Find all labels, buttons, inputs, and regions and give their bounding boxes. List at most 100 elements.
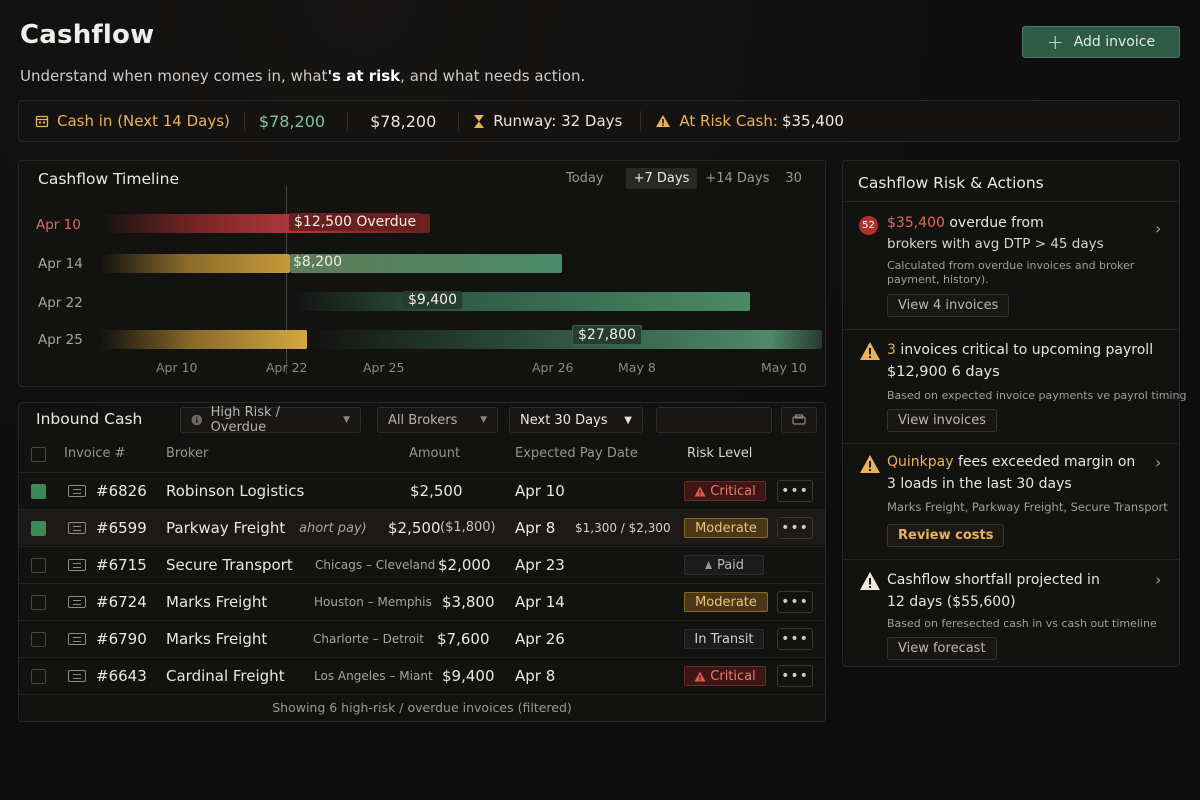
chevron-down-icon: ▼ (343, 415, 350, 425)
row-actions-button[interactable]: ••• (777, 628, 813, 650)
range-14-days[interactable]: +14 Days (705, 171, 770, 186)
range-7-days[interactable]: +7 Days (625, 168, 698, 189)
chevron-right-icon[interactable]: › (1155, 453, 1162, 472)
divider (640, 111, 642, 131)
axis-tick: May 10 (761, 360, 807, 375)
risk-title: Cashflow Risk & Actions (858, 174, 1044, 192)
risk-badge-critical: Critical (684, 666, 766, 686)
invoice-number: #6826 (96, 482, 147, 500)
row-checkbox[interactable] (31, 521, 46, 536)
search-input[interactable] (656, 407, 772, 433)
timeline-bar-expected[interactable] (290, 254, 562, 273)
calendar-icon (35, 115, 49, 128)
chevron-right-icon[interactable]: › (1155, 570, 1162, 589)
today-marker (286, 186, 287, 374)
timeline-bar-expected[interactable] (307, 330, 822, 349)
card-text: Cashflow shortfall projected in (887, 572, 1100, 588)
warning-icon (656, 115, 671, 127)
invoice-number: #6643 (96, 667, 147, 685)
row-checkbox[interactable] (31, 595, 46, 610)
risk-filter-dropdown[interactable]: High Risk / Overdue ▼ (180, 405, 361, 435)
column-header-amount[interactable]: Amount (409, 446, 461, 461)
risk-card-payroll[interactable]: 3 invoices critical to upcoming payroll … (843, 329, 1186, 443)
risk-label: Moderate (695, 594, 757, 610)
export-button[interactable] (781, 407, 817, 433)
table-footer-status: Showing 6 high-risk / overdue invoices (… (272, 700, 572, 715)
pay-date: Apr 14 (515, 593, 565, 611)
overdue-count-badge: 52 (859, 216, 878, 235)
row-checkbox[interactable] (31, 669, 46, 684)
view-forecast-button[interactable]: View forecast (887, 637, 997, 660)
plus-icon: + (1046, 30, 1064, 54)
quickpay-label: Quinkpay (887, 454, 954, 470)
row-checkbox[interactable] (31, 484, 46, 499)
column-header-broker[interactable]: Broker (166, 446, 209, 461)
card-text: invoices critical to upcoming payroll (900, 342, 1154, 358)
broker-name: Marks Freight (166, 630, 268, 648)
risk-card-shortfall[interactable]: Cashflow shortfall projected in 12 days … (843, 559, 1180, 666)
row-actions-button[interactable]: ••• (777, 480, 813, 502)
risk-filter-value: High Risk / Overdue (210, 405, 281, 435)
select-all-checkbox[interactable] (31, 447, 46, 462)
invoice-icon (68, 485, 86, 497)
risk-label: Critical (710, 668, 756, 684)
column-header-pay-date[interactable]: Expected Pay Date (515, 446, 638, 461)
broker-filter-dropdown[interactable]: All Brokers ▼ (377, 407, 498, 433)
pay-date: Apr 26 (515, 630, 565, 648)
view-overdue-invoices-button[interactable]: View 4 invoices (887, 294, 1010, 317)
risk-badge-moderate: Moderate (684, 592, 768, 612)
payment-split: $1,300 / $2,300 (575, 521, 671, 535)
hourglass-icon (474, 114, 485, 128)
risk-badge-moderate: Moderate (684, 518, 768, 538)
add-invoice-button[interactable]: + Add invoice (1022, 26, 1180, 58)
summary-bar: Cash in (Next 14 Days) $78,200 $78,200 R… (18, 100, 1180, 142)
route: Houston – Memphis (314, 595, 432, 609)
period-filter-dropdown[interactable]: Next 30 Days ▼ (509, 407, 643, 433)
range-30[interactable]: 30 (785, 171, 802, 186)
timeline-bar-expected[interactable] (290, 292, 750, 311)
pay-date: Apr 23 (515, 556, 565, 574)
row-actions-button[interactable]: ••• (777, 665, 813, 687)
risk-card-quickpay[interactable]: Quinkpay fees exceeded margin on 3 loads… (843, 443, 1180, 559)
table-row[interactable]: #6643 Cardinal Freight Los Angeles – Mia… (19, 657, 825, 693)
row-checkbox[interactable] (31, 558, 46, 573)
row-actions-button[interactable]: ••• (777, 591, 813, 613)
amount: $3,800 (442, 593, 495, 611)
invoice-icon (68, 596, 86, 608)
timeline-bar-label: $27,800 (572, 325, 642, 345)
timeline-row-label: Apr 10 (36, 217, 81, 233)
risk-card-overdue[interactable]: 52 $35,400 overdue from brokers with avg… (843, 201, 1180, 329)
timeline-bar-pending[interactable] (100, 330, 307, 349)
bar-note: Overdue (356, 214, 417, 230)
timeline-row-label: Apr 14 (38, 256, 83, 272)
timeline-bar-label: $8,200 (293, 254, 342, 270)
table-row[interactable]: #6790 Marks Freight Charlorte – Detroit … (19, 620, 825, 656)
total-value: $78,200 (370, 111, 437, 131)
inbound-title: Inbound Cash (36, 410, 143, 428)
chevron-right-icon[interactable]: › (1155, 219, 1162, 238)
axis-tick: Apr 22 (266, 360, 308, 375)
table-row[interactable]: #6599 Parkway Freight ahort pay) $2,500 … (19, 509, 825, 545)
view-invoices-button[interactable]: View invoices (887, 409, 998, 432)
review-costs-button[interactable]: Review costs (887, 524, 1005, 547)
table-row[interactable]: #6724 Marks Freight Houston – Memphis $3… (19, 583, 825, 619)
range-today[interactable]: Today (566, 171, 604, 186)
table-row[interactable]: #6715 Secure Transport Chicags – Clevela… (19, 546, 825, 582)
axis-tick: May 8 (618, 360, 656, 375)
cash-in-label: Cash in (Next 14 Days) (57, 112, 230, 130)
row-checkbox[interactable] (31, 632, 46, 647)
runway-text: Runway: 32 Days (493, 112, 623, 130)
card-note: Marks Freight, Parkway Freight, Secure T… (887, 500, 1168, 514)
table-row[interactable]: #6826 Robinson Logistics $2,500 Apr 10 C… (19, 472, 825, 508)
amount: $2,000 (438, 556, 491, 574)
risk-label: Paid (716, 557, 745, 573)
row-actions-button[interactable]: ••• (777, 517, 813, 539)
overdue-amount: $35,400 (887, 215, 945, 231)
card-note: Calculated from overdue invoices and bro… (887, 259, 1135, 286)
divider (347, 111, 349, 131)
column-header-invoice[interactable]: Invoice # (64, 446, 126, 461)
timeline-bar-pending[interactable] (100, 254, 290, 273)
column-header-risk[interactable]: Risk Level (687, 446, 753, 461)
broker-filter-value: All Brokers (388, 412, 458, 428)
